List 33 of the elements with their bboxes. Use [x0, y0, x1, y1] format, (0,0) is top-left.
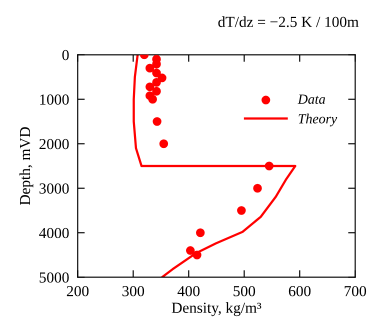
- point: [253, 184, 262, 193]
- x-tick-label: 700: [344, 286, 366, 296]
- x-tick-label: 400: [178, 286, 200, 296]
- point: [148, 94, 157, 104]
- y-tick-label: 4000: [39, 228, 69, 238]
- legend-label: Theory: [298, 114, 338, 126]
- x-tick-label: 500: [234, 286, 256, 296]
- point: [237, 206, 246, 215]
- point: [158, 74, 166, 82]
- point: [196, 228, 205, 238]
- y-tick-label: 3000: [40, 183, 69, 194]
- point: [264, 162, 274, 170]
- point: [152, 117, 162, 126]
- point: [145, 64, 154, 72]
- legend-label: Data: [298, 94, 326, 104]
- text: dT/dz = −2.5 K / 100m: [218, 16, 359, 28]
- x-axis-title: Density, kg/m³: [172, 302, 262, 316]
- x-tick-label: 200: [66, 286, 89, 296]
- point: [152, 68, 161, 78]
- y-tick-label: 2000: [39, 138, 69, 150]
- point: [152, 86, 161, 96]
- x-tick-label: 600: [288, 286, 311, 296]
- x-tick-label: 300: [122, 286, 144, 296]
- point: [186, 246, 195, 255]
- y-tick-label: 5000: [40, 272, 69, 283]
- point: [159, 139, 168, 148]
- point: [192, 250, 202, 260]
- y-tick-label: 1000: [40, 94, 69, 105]
- y-axis-title: Depth, mVD: [19, 127, 34, 206]
- point: [152, 78, 161, 87]
- line-series: [132, 54, 296, 278]
- y-tick-label: 0: [62, 50, 69, 60]
- point: [145, 82, 154, 92]
